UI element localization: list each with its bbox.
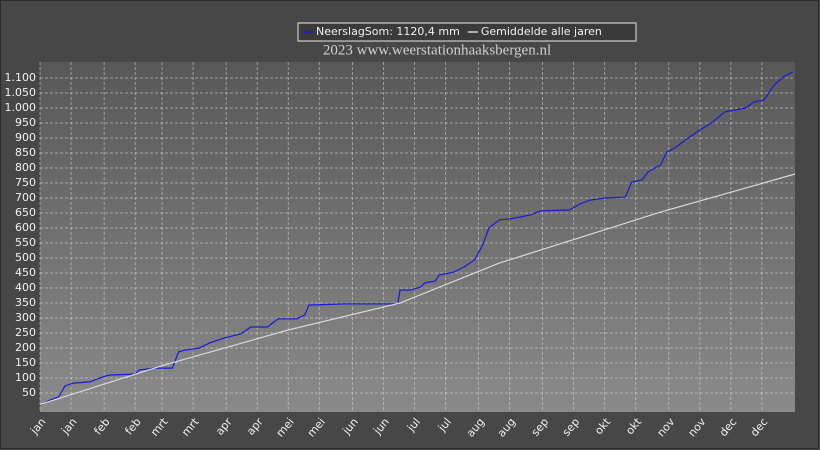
subtitle: 2023 www.weerstationhaaksbergen.nl xyxy=(323,42,551,58)
legend-label: NeerslagSom: 1120,4 mm xyxy=(316,25,460,38)
y-tick-label: 300 xyxy=(15,311,36,324)
y-tick-label: 600 xyxy=(15,221,36,234)
legend-label: Gemiddelde alle jaren xyxy=(481,25,602,38)
y-tick-label: 550 xyxy=(15,236,36,249)
y-tick-label: 500 xyxy=(15,251,36,264)
y-tick-label: 400 xyxy=(15,281,36,294)
y-tick-label: 250 xyxy=(15,326,36,339)
y-tick-label: 150 xyxy=(15,356,36,369)
line-series xyxy=(39,173,796,405)
line-series xyxy=(39,71,794,406)
y-tick-label: 800 xyxy=(15,161,36,174)
y-tick-label: 950 xyxy=(15,116,36,129)
plot-area xyxy=(40,62,795,412)
legend xyxy=(297,22,637,42)
y-tick-label: 700 xyxy=(15,191,36,204)
y-tick-label: 350 xyxy=(15,296,36,309)
y-tick-label: 1.050 xyxy=(5,86,37,99)
y-tick-label: 450 xyxy=(15,266,36,279)
y-tick-label: 50 xyxy=(22,386,36,399)
y-tick-label: 1.100 xyxy=(5,71,37,84)
y-tick-label: 650 xyxy=(15,206,36,219)
y-tick-label: 1.000 xyxy=(5,101,37,114)
y-tick-label: 850 xyxy=(15,146,36,159)
y-tick-label: 750 xyxy=(15,176,36,189)
y-tick-label: 100 xyxy=(15,371,36,384)
y-tick-label: 900 xyxy=(15,131,36,144)
y-tick-label: 200 xyxy=(15,341,36,354)
